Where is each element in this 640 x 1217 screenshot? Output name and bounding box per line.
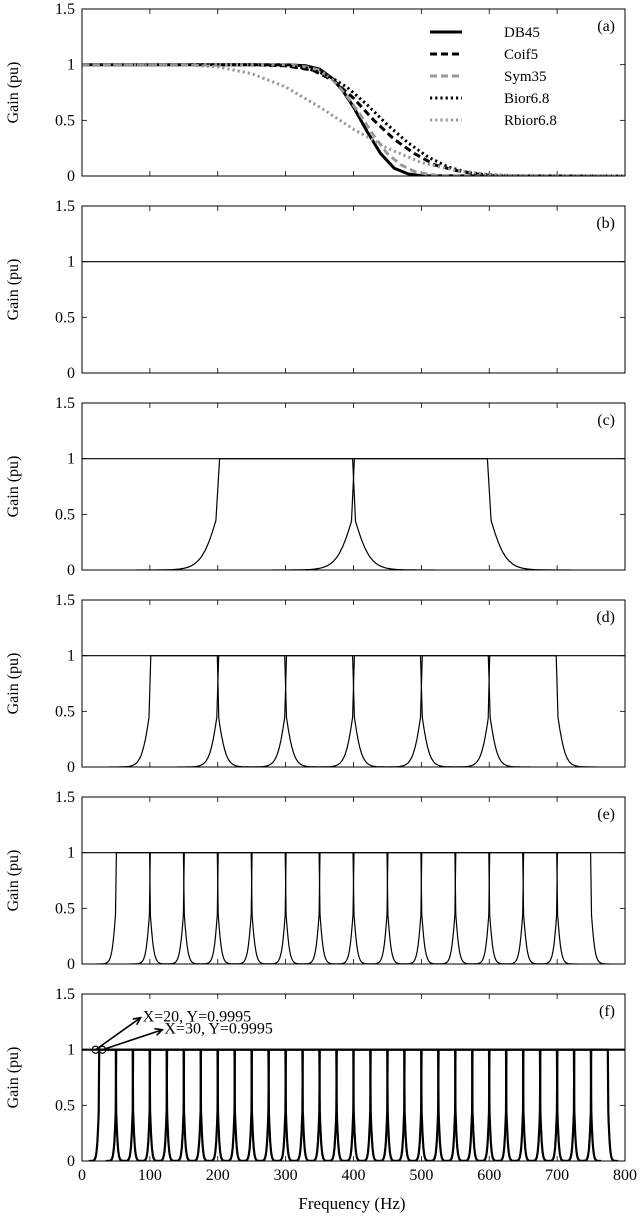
panel-label: (b) [596, 215, 615, 232]
plot-area [82, 655, 625, 767]
y-tick-label: 0 [67, 562, 75, 579]
panel-frame [81, 993, 626, 1162]
x-tick-label: 0 [78, 1167, 86, 1184]
panel-d: 0 0.5 1 1.5 Gain (pu) (d) [5, 592, 626, 776]
annotation-text: X=30, Y=0.9995 [164, 1021, 273, 1038]
y-axis-title: Gain (pu) [5, 259, 22, 321]
legend-label: DB45 [504, 25, 540, 41]
y-tick-label: 0 [67, 168, 75, 185]
y-tick-label: 1 [67, 845, 75, 862]
series-line-rbior68 [82, 63, 625, 176]
legend-label: Bior6.8 [504, 91, 549, 107]
annotation-arrowhead [154, 1027, 165, 1036]
y-tick-label: 0.5 [55, 703, 75, 720]
y-axis-title: Gain (pu) [5, 1047, 22, 1109]
y-tick-label: 1 [67, 648, 75, 665]
subband-curve [136, 458, 571, 570]
annotation-arrowhead [132, 1016, 143, 1026]
panel-b: 0 0.5 1 1.5 Gain (pu) (b) [5, 198, 626, 382]
plot-area [82, 852, 625, 964]
panel-frame [81, 205, 626, 374]
annotation-arrow [102, 1028, 163, 1051]
y-tick-label: 1.5 [55, 986, 75, 1003]
y-tick-label: 0.5 [55, 1097, 75, 1114]
panel-a: 0 0.5 1 1.5 Gain (pu) (a) DB45 Coif5 Sym35 Bior6.… [5, 1, 626, 185]
x-axis-title: Frequency (Hz) [298, 1194, 405, 1213]
subband-curve [536, 852, 625, 964]
y-tick-label: 0.5 [55, 112, 75, 129]
subband-curve [82, 852, 171, 964]
y-tick-label: 0.5 [55, 309, 75, 326]
legend-label: Rbior6.8 [504, 113, 557, 129]
subband-curve [82, 458, 435, 570]
y-axis-title: Gain (pu) [5, 653, 22, 715]
y-tick-label: 1.5 [55, 395, 75, 412]
y-tick-label: 0 [67, 1153, 75, 1170]
y-tick-label: 0 [67, 956, 75, 973]
panel-label: (e) [597, 806, 615, 823]
subband-curve [244, 655, 463, 767]
x-tick-label: 200 [206, 1167, 230, 1184]
x-tick-label: 400 [342, 1167, 366, 1184]
subband-curve [312, 655, 530, 767]
subband-curve [82, 655, 259, 767]
x-tick-label: 500 [409, 1167, 433, 1184]
x-tick-label: 300 [274, 1167, 298, 1184]
x-tick-label: 800 [613, 1167, 637, 1184]
subband-curve [580, 1048, 625, 1161]
panel-frame [81, 402, 626, 571]
annotation-text: X=20, Y=0.9995 [143, 1009, 252, 1026]
panel-c: 0 0.5 1 1.5 Gain (pu) (c) [5, 395, 626, 579]
x-tick-label: 700 [545, 1167, 569, 1184]
panel-f: 0 0.5 1 1.5 0 100 200 300 400 500 600 700 800 Gain (p… [5, 986, 637, 1184]
y-tick-label: 0 [67, 365, 75, 382]
y-tick-label: 1.5 [55, 198, 75, 215]
subband-curve [272, 458, 625, 570]
x-tick-label: 100 [138, 1167, 162, 1184]
y-tick-label: 1 [67, 57, 75, 74]
y-tick-label: 1.5 [55, 789, 75, 806]
y-tick-label: 0.5 [55, 506, 75, 523]
plot-area [82, 63, 625, 176]
subband-curve [448, 655, 625, 767]
subband-curve [177, 655, 395, 767]
panel-label: (a) [597, 18, 615, 35]
x-tick-label: 600 [477, 1167, 501, 1184]
series-line-coif5 [82, 63, 625, 176]
y-axis-title: Gain (pu) [5, 850, 22, 912]
panel-label: (f) [599, 1003, 615, 1020]
panel-frame [81, 599, 626, 768]
subband-curve [82, 1048, 127, 1161]
y-axis-title: Gain (pu) [5, 62, 22, 124]
panel-label: (c) [597, 412, 615, 429]
annotation-arrow [95, 1017, 142, 1051]
panel-label: (d) [596, 609, 615, 626]
series-line-sym35 [82, 63, 625, 176]
y-tick-label: 1.5 [55, 1, 75, 18]
y-axis-title: Gain (pu) [5, 456, 22, 518]
panel-frame [81, 796, 626, 965]
y-tick-label: 1 [67, 451, 75, 468]
annotation-marker [98, 1045, 107, 1054]
y-tick-label: 0 [67, 759, 75, 776]
subband-curve [109, 655, 327, 767]
panel-e: 0 0.5 1 1.5 Gain (pu) (e) [5, 789, 626, 973]
plot-area [82, 1048, 625, 1161]
y-tick-label: 0.5 [55, 900, 75, 917]
legend-label: Coif5 [504, 47, 538, 63]
y-tick-label: 1 [67, 254, 75, 271]
y-tick-label: 1.5 [55, 592, 75, 609]
legend-label: Sym35 [504, 69, 547, 85]
y-tick-label: 1 [67, 1042, 75, 1059]
plot-area [82, 458, 625, 570]
panel-frame [81, 8, 626, 177]
